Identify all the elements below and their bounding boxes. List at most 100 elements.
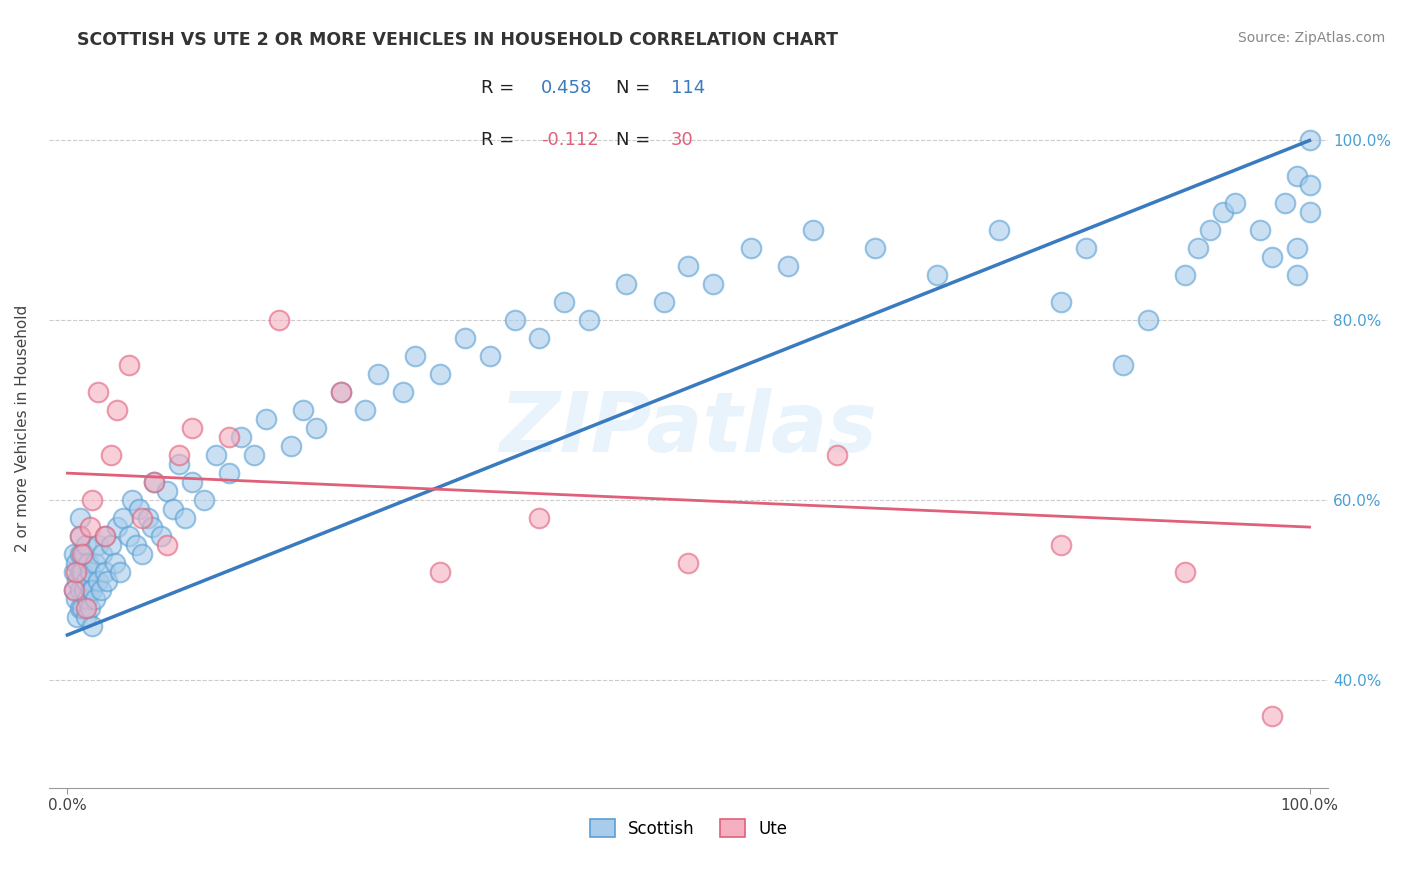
Point (193, 493, 215, 508)
Point (454, 331, 477, 345)
Point (69, 582, 91, 597)
Point (72, 547, 94, 561)
Point (231, 430, 253, 444)
Point (614, 277, 637, 292)
Point (93, 529, 115, 543)
Text: Source: ZipAtlas.com: Source: ZipAtlas.com (1237, 31, 1385, 45)
Point (131, 547, 153, 561)
Text: 30: 30 (671, 131, 693, 149)
Point (267, 313, 290, 327)
Point (329, 385, 352, 400)
Point (1274, 196, 1296, 211)
Point (863, 241, 886, 255)
Point (354, 403, 377, 417)
Text: N =: N = (616, 79, 655, 97)
Point (801, 223, 824, 237)
Point (1261, 709, 1284, 723)
Point (503, 313, 526, 327)
Point (1298, 178, 1320, 193)
Point (100, 448, 122, 462)
Y-axis label: 2 or more Vehicles in Household: 2 or more Vehicles in Household (15, 304, 30, 552)
Point (329, 385, 352, 400)
Text: -0.112: -0.112 (541, 131, 599, 149)
Point (69, 565, 91, 579)
Point (65, 556, 87, 570)
Text: N =: N = (616, 131, 655, 149)
Point (678, 260, 700, 274)
Point (82, 619, 104, 633)
Point (367, 368, 389, 382)
Point (1050, 538, 1073, 552)
Point (529, 331, 551, 345)
Point (162, 502, 184, 516)
Text: SCOTTISH VS UTE 2 OR MORE VEHICLES IN HOUSEHOLD CORRELATION CHART: SCOTTISH VS UTE 2 OR MORE VEHICLES IN HO… (77, 31, 838, 49)
Point (180, 475, 202, 490)
Point (128, 502, 150, 516)
Point (1223, 196, 1246, 211)
Point (83, 556, 105, 570)
Point (167, 448, 190, 462)
Point (103, 556, 125, 570)
Point (553, 295, 575, 310)
Point (79, 520, 101, 534)
Point (93, 529, 115, 543)
Text: 114: 114 (671, 79, 704, 97)
Point (1174, 268, 1197, 283)
Point (404, 349, 426, 363)
Point (578, 313, 600, 327)
Point (75, 601, 97, 615)
Point (66, 610, 89, 624)
Point (242, 448, 264, 462)
Text: R =: R = (481, 131, 520, 149)
Point (1187, 241, 1209, 255)
Point (1112, 358, 1135, 372)
Point (1212, 205, 1234, 219)
Point (429, 565, 451, 579)
Point (108, 565, 131, 579)
Point (121, 493, 143, 508)
Point (96, 574, 118, 588)
Point (218, 466, 240, 480)
Point (118, 529, 141, 543)
Point (141, 520, 163, 534)
Point (93, 565, 115, 579)
Point (205, 448, 228, 462)
Point (72, 547, 94, 561)
Point (143, 475, 166, 490)
Point (69, 547, 91, 561)
Text: 0.458: 0.458 (541, 79, 593, 97)
Text: ZIPatlas: ZIPatlas (499, 388, 877, 468)
Point (827, 448, 849, 462)
Legend: Scottish, Ute: Scottish, Ute (583, 813, 794, 844)
Point (72, 565, 94, 579)
Point (429, 368, 451, 382)
Point (72, 601, 94, 615)
Point (1261, 250, 1284, 264)
Point (62, 582, 84, 597)
Point (79, 565, 101, 579)
Point (125, 538, 148, 552)
Point (65, 592, 87, 607)
Point (69, 601, 91, 615)
Point (105, 520, 128, 534)
Point (1298, 205, 1320, 219)
Point (77, 556, 100, 570)
Point (1050, 295, 1073, 310)
Point (66, 574, 89, 588)
Point (776, 260, 799, 274)
Point (65, 565, 87, 579)
Point (1137, 313, 1160, 327)
Point (62, 582, 84, 597)
Point (180, 421, 202, 435)
Point (76, 592, 98, 607)
Point (75, 610, 97, 624)
Point (69, 529, 91, 543)
Point (112, 511, 135, 525)
Point (740, 241, 762, 255)
Point (79, 601, 101, 615)
Point (1249, 223, 1271, 237)
Point (90, 582, 112, 597)
Point (678, 556, 700, 570)
Point (75, 574, 97, 588)
Point (131, 511, 153, 525)
